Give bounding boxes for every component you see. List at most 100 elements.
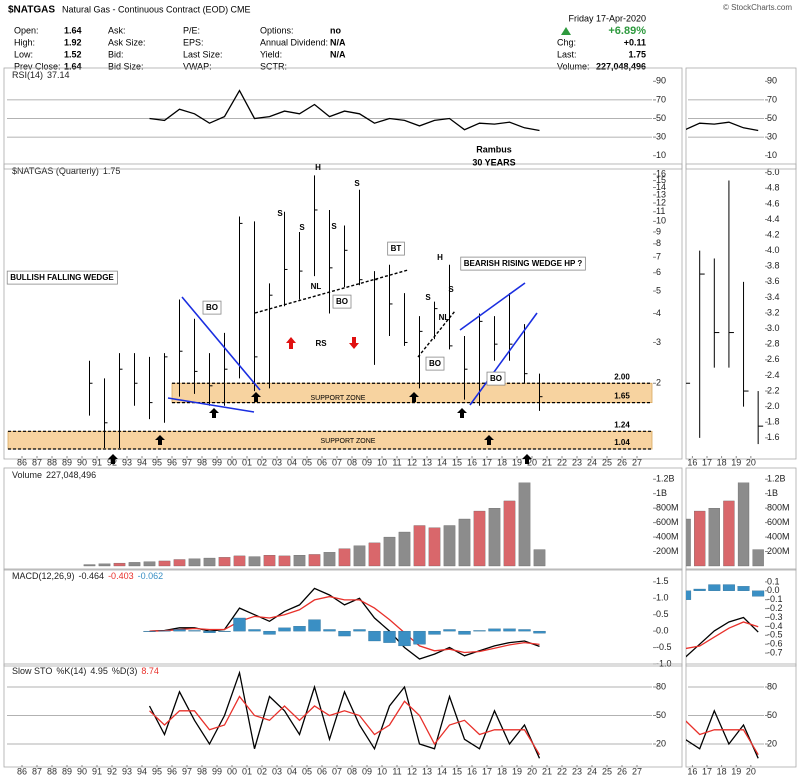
annotation: S (425, 293, 431, 302)
annotation: S (354, 179, 360, 188)
histogram-bar (353, 629, 366, 632)
field-label: High: (14, 37, 35, 47)
field-label: Prev Close: (14, 61, 61, 71)
x-tick-label: 25 (602, 457, 612, 467)
volume-bar (353, 545, 366, 567)
volume-bar (488, 508, 501, 567)
y-tick-label: 12 (656, 197, 666, 207)
annotation-box (425, 356, 445, 371)
histogram-bar (504, 582, 516, 591)
volume-bar (233, 555, 246, 567)
y-tick-label: 2.8 (767, 339, 780, 349)
plot-area (7, 89, 652, 138)
y-tick-label: 3.6 (767, 276, 780, 286)
y-tick-label: -0.7 (767, 647, 783, 657)
panel-legend: MACD(12,26,9) -0.464 -0.403 -0.062 (12, 571, 163, 581)
histogram-bar (431, 591, 443, 595)
annotation: SUPPORT ZONE (321, 438, 376, 445)
volume-bar (173, 559, 186, 567)
annotation: RS (315, 339, 327, 348)
volume-bar (686, 518, 691, 567)
panel-frame (3, 467, 683, 571)
histogram-bar (443, 629, 456, 632)
y-tick-label: 90 (656, 76, 666, 86)
x-tick-label: 93 (122, 457, 132, 467)
x-tick-label: 26 (617, 457, 627, 467)
histogram-bar (413, 630, 426, 645)
x-tick-label: 16 (467, 766, 477, 776)
symbol: $NATGAS (8, 5, 55, 16)
x-tick-label: 86 (17, 766, 27, 776)
volume-bar (293, 555, 306, 567)
annotation: BO (206, 303, 218, 312)
y-tick-label: -0.5 (767, 630, 783, 640)
x-tick-label: 91 (92, 457, 102, 467)
wedge-line (181, 296, 261, 391)
histogram-bar (635, 591, 647, 627)
y-tick-label: 11 (656, 206, 665, 216)
wedge-line (459, 282, 526, 331)
x-tick-label: 88 (47, 766, 57, 776)
histogram-bar (338, 630, 351, 637)
legend-value: 37.14 (47, 70, 70, 80)
x-tick-label: 20 (527, 766, 537, 776)
x-tick-label: 00 (227, 766, 237, 776)
field-label: Annual Dividend: (260, 37, 328, 47)
field-value: 1.64 (64, 61, 82, 71)
volume-bar (368, 542, 381, 567)
x-tick-label: 16 (687, 766, 697, 776)
x-tick-label: 11 (392, 457, 401, 467)
field-label: VWAP: (183, 61, 212, 71)
histogram-bar (518, 629, 531, 632)
y-tick-label: 200M (767, 546, 790, 556)
volume-bar (278, 555, 291, 567)
y-tick-label: 1.6 (767, 432, 780, 442)
y-tick-label: 1B (656, 488, 667, 498)
series-line (686, 121, 759, 132)
y-tick-label: 50 (767, 113, 777, 123)
x-tick-label: 89 (62, 457, 72, 467)
y-tick-label: 50 (656, 113, 666, 123)
volume-bar (158, 560, 171, 567)
x-tick-label: 24 (587, 457, 597, 467)
field-value: 1.52 (64, 49, 82, 59)
histogram-bar (686, 590, 692, 600)
histogram-bar (473, 630, 486, 632)
date: Friday 17-Apr-2020 (568, 13, 646, 23)
support-arrow (108, 454, 118, 464)
field-label: Yield: (260, 49, 282, 59)
volume-bar (636, 526, 647, 566)
y-tick-label: 4.4 (767, 214, 780, 224)
panel-legend: RSI(14) 37.14 (12, 70, 70, 80)
volume-bar (128, 562, 141, 567)
x-tick-label: 96 (167, 457, 177, 467)
y-tick-label: 4.6 (767, 198, 780, 208)
plot-area (83, 482, 546, 567)
annotation: S (331, 222, 337, 231)
volume-bar (218, 557, 231, 567)
x-tick-label: 12 (407, 457, 417, 467)
y-tick-label: -0.3 (767, 612, 783, 622)
panel-legend: Slow STO %K(14) 4.95 %D(3) 8.74 (12, 666, 159, 676)
y-tick-label: 80 (656, 681, 666, 691)
y-tick-label: 3.8 (767, 261, 780, 271)
x-tick-label: 17 (482, 457, 492, 467)
y-tick-label: 4 (656, 308, 661, 318)
series-line (686, 616, 759, 658)
histogram-bar (173, 629, 186, 632)
support-arrow (484, 435, 494, 445)
y-tick-label: 7 (656, 252, 661, 262)
x-tick-label: 99 (212, 766, 222, 776)
y-tick-label: 20 (656, 738, 666, 748)
y-tick-label: 20 (767, 738, 777, 748)
annotation: BT (391, 244, 402, 253)
x-tick-label: 15 (452, 457, 462, 467)
volume-bar (83, 564, 96, 567)
x-tick-label: 15 (452, 766, 462, 776)
legend-value: 1.75 (103, 166, 121, 176)
histogram-bar (368, 630, 381, 642)
instrument-name: Natural Gas - Continuous Contract (EOD) … (62, 4, 251, 14)
volume-bar (723, 500, 735, 567)
quote-label: Volume: (557, 61, 590, 71)
x-tick-label: 17 (702, 766, 712, 776)
